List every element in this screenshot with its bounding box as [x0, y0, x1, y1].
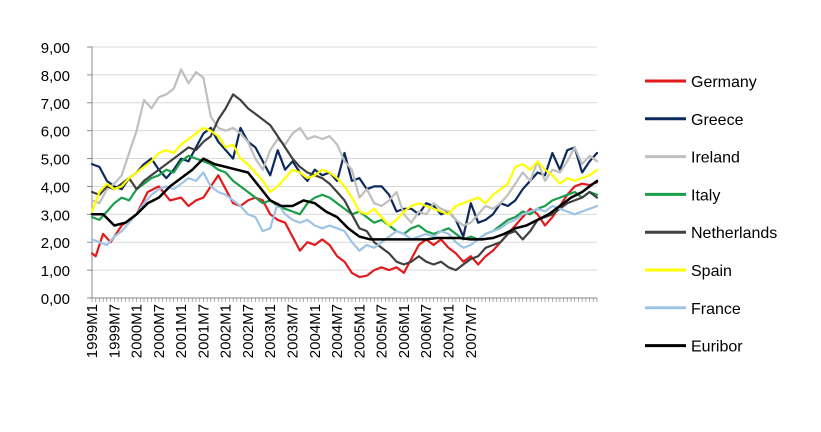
- x-tick-label: 1999M1: [84, 304, 101, 358]
- y-tick-label: 2,00: [41, 235, 70, 252]
- x-tick-label: 2001M1: [173, 304, 190, 358]
- x-tick-label: 2006M1: [396, 304, 413, 358]
- x-tick-label: 2002M1: [218, 304, 235, 358]
- series-line-netherlands: [90, 93, 599, 272]
- series-line-germany: [90, 174, 599, 279]
- legend-label-netherlands: Netherlands: [691, 225, 777, 242]
- y-tick-label: 9,00: [41, 40, 70, 57]
- x-tick-label: 2000M1: [129, 304, 146, 358]
- x-tick-label: 2005M7: [374, 304, 391, 358]
- series-line-italy: [90, 154, 599, 241]
- x-tick-label: 1999M7: [106, 304, 123, 358]
- y-tick-label: 3,00: [41, 207, 70, 224]
- legend-label-spain: Spain: [691, 263, 732, 280]
- x-tick-label: 2007M7: [463, 304, 480, 358]
- x-tick-label: 2004M7: [329, 304, 346, 358]
- legend-label-germany: Germany: [691, 74, 757, 91]
- y-tick-label: 8,00: [41, 68, 70, 85]
- x-tick-label: 2000M7: [151, 304, 168, 358]
- x-tick-label: 2002M7: [240, 304, 257, 358]
- legend-label-france: France: [691, 301, 741, 318]
- series-line-spain: [90, 126, 599, 227]
- x-tick-label: 2007M1: [440, 304, 457, 358]
- legend-label-euribor: Euribor: [691, 339, 743, 356]
- series-line-euribor: [90, 157, 599, 241]
- legend-label-greece: Greece: [691, 112, 744, 129]
- y-tick-label: 5,00: [41, 152, 70, 169]
- x-tick-label: 2006M7: [418, 304, 435, 358]
- y-tick-label: 1,00: [41, 263, 70, 280]
- series-line-france: [90, 171, 599, 252]
- x-tick-label: 2001M7: [195, 304, 212, 358]
- y-tick-label: 7,00: [41, 96, 70, 113]
- legend-label-ireland: Ireland: [691, 150, 740, 167]
- legend-label-italy: Italy: [691, 187, 720, 204]
- x-tick-label: 2003M7: [285, 304, 302, 358]
- series-line-greece: [90, 126, 599, 238]
- x-tick-label: 2003M1: [262, 304, 279, 358]
- series-line-ireland: [90, 68, 599, 227]
- y-tick-label: 6,00: [41, 124, 70, 141]
- x-tick-label: 2004M1: [307, 304, 324, 358]
- x-tick-label: 2005M1: [351, 304, 368, 358]
- y-tick-label: 0,00: [41, 291, 70, 308]
- y-tick-label: 4,00: [41, 179, 70, 196]
